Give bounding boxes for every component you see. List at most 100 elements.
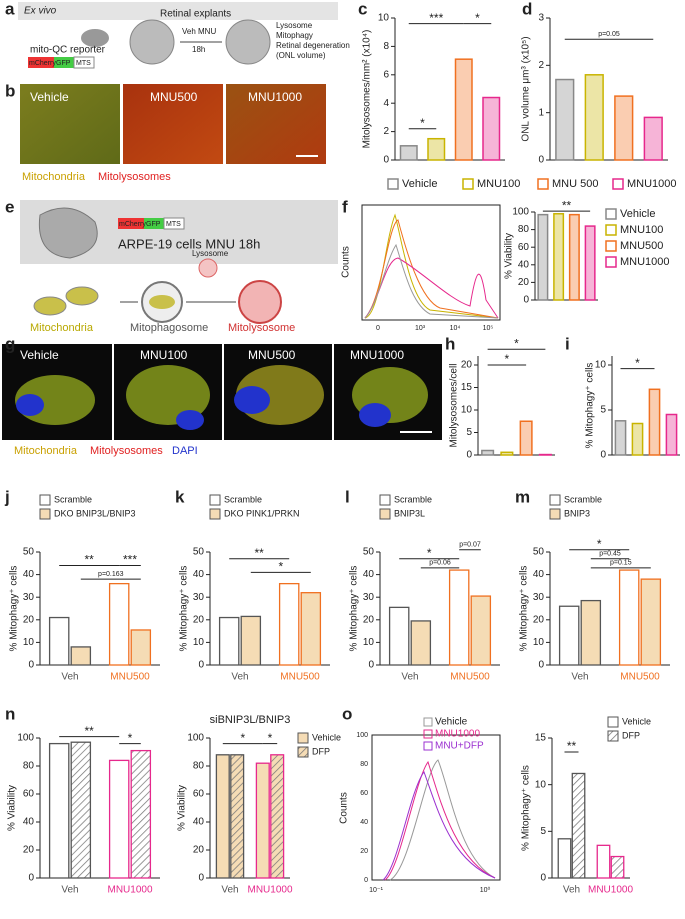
bar — [450, 570, 469, 665]
legend-swatch — [608, 731, 618, 741]
mitochondrion — [149, 295, 175, 309]
legend-label: DFP — [312, 746, 330, 756]
y-tick-label: 40 — [363, 569, 375, 580]
legend-label: Vehicle — [312, 732, 341, 742]
nucleus — [359, 403, 391, 427]
panel-label: g — [5, 334, 15, 353]
y-tick-label: 20 — [360, 848, 368, 855]
panel-label: d — [522, 0, 532, 18]
legend-swatch — [298, 733, 308, 743]
bar — [71, 647, 90, 665]
y-tick-label: 40 — [193, 817, 205, 828]
bar — [611, 857, 623, 878]
y-tick-label: 20 — [193, 845, 205, 856]
y-tick-label: 60 — [193, 789, 205, 800]
panel-label: e — [5, 197, 14, 216]
significance-label: ** — [85, 724, 95, 738]
y-tick-label: 10 — [595, 360, 607, 371]
bar — [411, 621, 430, 665]
y-tick-label: 40 — [533, 569, 545, 580]
bar — [581, 601, 600, 665]
construct-label: mCherry — [119, 221, 146, 228]
y-tick-label: 100 — [187, 733, 204, 744]
y-tick-label: 20 — [518, 277, 530, 288]
panel-label: o — [342, 704, 352, 723]
legend-label: DKO BNIP3L/BNIP3 — [54, 508, 136, 518]
y-tick-label: 5 — [540, 826, 546, 837]
x-tick-label: Veh — [231, 672, 248, 683]
significance-label: p=0.163 — [98, 571, 124, 578]
y-tick-label: 60 — [360, 790, 368, 797]
significance-label: * — [268, 731, 273, 745]
condition-label: MNU1000 — [248, 90, 302, 104]
legend-label: MNU 500 — [552, 178, 598, 190]
bar — [560, 606, 579, 665]
construct-label: MTS — [76, 60, 91, 67]
bar — [456, 59, 473, 160]
stage-label: Mitolysosome — [228, 322, 295, 334]
mitochondrion — [34, 297, 66, 315]
histogram-curve — [365, 220, 498, 318]
condition-label: Vehicle — [30, 90, 69, 104]
legend-swatch — [210, 495, 220, 505]
y-tick-label: 20 — [461, 360, 473, 371]
y-tick-label: 10 — [533, 637, 545, 648]
x-tick-label: 10⁰ — [480, 886, 491, 894]
x-tick-label: MNU1000 — [247, 885, 292, 896]
panel-label: l — [345, 487, 350, 506]
legend-swatch — [424, 742, 432, 750]
y-tick-label: 2 — [538, 60, 544, 71]
x-tick-label: Veh — [61, 885, 78, 896]
x-tick-label: Veh — [571, 672, 588, 683]
y-tick-label: 60 — [23, 789, 35, 800]
legend-label: Scramble — [394, 494, 432, 504]
panel-label: h — [445, 334, 455, 353]
legend-label: Mitolysosomes — [90, 445, 163, 457]
bar — [558, 839, 570, 878]
y-tick-label: 5 — [466, 427, 472, 438]
lysosome-label: Lysosome — [192, 249, 229, 258]
y-axis-label: % Mitophagy⁺ cells — [585, 363, 596, 449]
y-axis-label: % Mitophagy⁺ cells — [349, 566, 360, 652]
x-tick-label: 10⁴ — [450, 325, 461, 332]
legend-swatch — [608, 717, 618, 727]
bar — [110, 760, 129, 878]
significance-label: p=0.45 — [599, 551, 621, 558]
x-tick-label: Veh — [61, 672, 78, 683]
bar — [615, 421, 625, 455]
bar — [597, 845, 609, 878]
panel-label: a — [5, 0, 15, 18]
y-tick-label: 40 — [518, 259, 530, 270]
y-tick-label: 40 — [193, 569, 205, 580]
y-axis-label: % Mitophagy⁺ cells — [179, 566, 190, 652]
bar — [554, 214, 563, 300]
y-tick-label: 40 — [23, 569, 35, 580]
bar — [471, 596, 490, 665]
lysosome-icon — [199, 259, 217, 277]
bar — [50, 744, 69, 878]
x-tick-label: Veh — [221, 885, 238, 896]
y-tick-label: 0 — [523, 295, 529, 306]
bar — [666, 415, 676, 456]
nucleus — [176, 410, 204, 430]
legend-label: Scramble — [54, 494, 92, 504]
plot-frame — [362, 205, 500, 320]
bar — [50, 618, 69, 665]
bar — [620, 570, 639, 665]
panel-label: j — [4, 487, 10, 506]
y-tick-label: 30 — [363, 592, 375, 603]
legend-swatch — [388, 179, 398, 189]
readout-label: (ONL volume) — [276, 51, 326, 60]
mitochondrion — [66, 287, 98, 305]
histogram-curve — [365, 258, 498, 318]
y-tick-label: 0 — [28, 660, 34, 671]
x-tick-label: 0 — [376, 325, 380, 332]
bar — [644, 117, 662, 160]
bar — [216, 755, 229, 878]
y-tick-label: 100 — [356, 732, 368, 739]
readout-label: Mitophagy — [276, 31, 313, 40]
y-tick-label: 20 — [533, 614, 545, 625]
legend-swatch — [380, 495, 390, 505]
legend-swatch — [298, 747, 308, 757]
